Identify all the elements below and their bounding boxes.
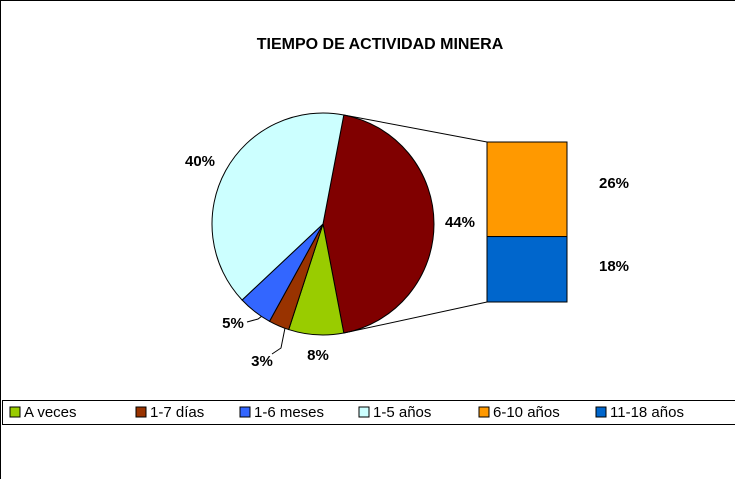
- pie-slice: [211, 112, 345, 301]
- leader-line: [271, 327, 286, 355]
- legend-swatch: [358, 406, 370, 418]
- legend-label: 11-18 años: [610, 404, 684, 421]
- data-label: 40%: [185, 153, 215, 170]
- connector-line: [343, 114, 488, 143]
- legend-label: A veces: [24, 404, 77, 421]
- bar-segment: [486, 236, 568, 303]
- bar-segment: [486, 141, 568, 238]
- data-label: 3%: [251, 353, 273, 370]
- pie-slice: [322, 114, 435, 334]
- data-label: 44%: [445, 214, 475, 231]
- legend-border: [2, 400, 735, 425]
- connector-line: [343, 301, 488, 334]
- data-label: 26%: [599, 175, 629, 192]
- data-label: 5%: [222, 315, 244, 332]
- legend-swatch: [9, 406, 21, 418]
- legend-swatch: [478, 406, 490, 418]
- legend-swatch: [595, 406, 607, 418]
- legend-label: 1-5 años: [373, 404, 431, 421]
- data-label: 8%: [307, 347, 329, 364]
- legend-label: 1-6 meses: [254, 404, 324, 421]
- legend-label: 1-7 días: [150, 404, 204, 421]
- legend-label: 6-10 años: [493, 404, 560, 421]
- legend-swatch: [135, 406, 147, 418]
- data-label: 18%: [599, 258, 629, 275]
- chart-title: TIEMPO DE ACTIVIDAD MINERA: [257, 36, 504, 53]
- legend-swatch: [239, 406, 251, 418]
